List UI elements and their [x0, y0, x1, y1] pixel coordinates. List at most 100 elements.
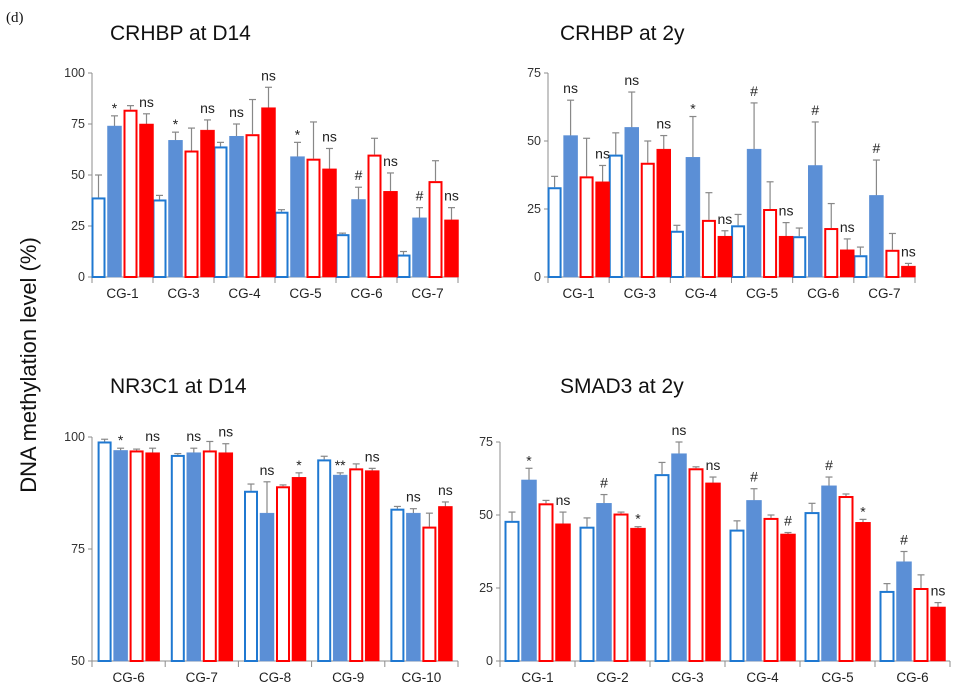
significance-label: * [295, 126, 301, 142]
x-tick-label: CG-4 [228, 286, 261, 301]
y-tick-label: 0 [78, 270, 85, 284]
bar-filled-red [595, 181, 610, 278]
bar-filled-red [778, 235, 794, 278]
bar-hollow-red [885, 249, 900, 279]
y-tick-label: 50 [527, 134, 541, 148]
chart-title: CRHBP at 2y [560, 22, 685, 45]
bar-hollow-blue [792, 236, 807, 278]
bar-filled-blue [671, 453, 687, 662]
bar-hollow-red [428, 181, 443, 278]
y-tick-label: 25 [71, 219, 85, 233]
bar-filled-red [705, 482, 721, 662]
y-tick-label: 25 [479, 581, 493, 595]
significance-label: * [112, 100, 118, 116]
significance-label: ns [145, 428, 160, 444]
significance-label: ns [365, 448, 380, 464]
shared-y-axis-label: DNA methylation level (%) [16, 237, 41, 493]
bar-hollow-red [538, 503, 554, 662]
significance-label: ns [438, 482, 453, 498]
significance-label: * [173, 116, 179, 132]
significance-label: ns [779, 203, 794, 219]
x-tick-label: CG-5 [821, 670, 853, 685]
bar-filled-blue [406, 512, 421, 662]
bar-filled-blue [746, 500, 762, 662]
x-tick-label: CG-5 [289, 286, 321, 301]
y-tick-label: 75 [71, 117, 85, 131]
bar-filled-red [261, 107, 276, 278]
x-tick-label: CG-3 [671, 670, 703, 685]
y-tick-label: 75 [527, 66, 541, 80]
x-tick-label: CG-1 [521, 670, 553, 685]
significance-label: ns [624, 72, 639, 88]
bar-hollow-blue [608, 154, 623, 279]
x-tick-label: CG-9 [332, 670, 364, 685]
significance-label: ns [656, 116, 671, 132]
bar-hollow-red [640, 162, 655, 278]
bar-hollow-red [367, 154, 382, 279]
y-tick-label: 75 [71, 542, 85, 556]
bar-filled-red [630, 527, 646, 662]
bar-filled-blue [521, 479, 537, 662]
x-tick-label: CG-4 [685, 286, 718, 301]
significance-label: ns [444, 188, 459, 204]
significance-label: ns [706, 457, 721, 473]
x-tick-label: CG-6 [896, 670, 928, 685]
bar-filled-blue [869, 195, 884, 278]
bar-hollow-blue [152, 199, 167, 278]
bar-filled-red [840, 249, 855, 278]
bar-filled-blue [168, 140, 183, 278]
y-tick-label: 50 [479, 508, 493, 522]
bar-filled-blue [412, 217, 427, 278]
bar-hollow-blue [729, 529, 745, 662]
bar-filled-red [656, 148, 671, 278]
significance-label: # [784, 513, 792, 529]
bar-filled-red [200, 129, 215, 278]
bar-filled-blue [113, 450, 128, 662]
bar-hollow-blue [669, 230, 684, 278]
significance-label: ns [563, 80, 578, 96]
x-tick-label: CG-6 [350, 286, 382, 301]
bar-hollow-blue [579, 526, 595, 662]
significance-label: ns [595, 145, 610, 161]
x-tick-label: CG-2 [596, 670, 628, 685]
bar-hollow-blue [396, 254, 411, 278]
significance-label: * [860, 503, 866, 519]
chart-smad3-2y: SMAD3 at 2y 0 25 50 75 CG-1 CG-2 CG-3 CG-4 CG-5 C… [479, 375, 951, 685]
bar-hollow-red [245, 134, 260, 278]
significance-label: ns [383, 153, 398, 169]
bar-hollow-blue [731, 225, 746, 279]
significance-label: ns [218, 424, 233, 440]
bar-hollow-blue [390, 508, 405, 662]
bar-filled-blue [746, 148, 762, 278]
bar-hollow-red [613, 513, 629, 662]
bar-hollow-blue [213, 146, 228, 278]
x-tick-label: CG-3 [167, 286, 199, 301]
significance-label: * [296, 457, 302, 473]
bar-hollow-red [913, 588, 929, 662]
significance-label: ns [718, 211, 733, 227]
bar-filled-blue [808, 165, 823, 278]
significance-label: ** [335, 457, 346, 473]
y-tick-label: 0 [486, 654, 493, 668]
bar-filled-blue [332, 474, 348, 662]
bar-filled-red [717, 235, 733, 278]
x-tick-label: CG-1 [106, 286, 138, 301]
bar-filled-blue [290, 156, 305, 278]
bar-hollow-blue [97, 441, 112, 663]
bar-filled-blue [596, 503, 612, 662]
x-tick-label: CG-7 [411, 286, 443, 301]
chart-crhbp-d14: CRHBP at D14 0 25 50 75 100 CG-1 CG-3 CG-4 CG-5 C… [64, 22, 459, 301]
significance-label: # [811, 102, 819, 118]
x-tick-label: CG-8 [259, 670, 291, 685]
bar-hollow-blue [879, 590, 895, 662]
significance-label: ns [556, 492, 571, 508]
bar-filled-red [383, 191, 398, 278]
chart-crhbp-2y: CRHBP at 2y 0 25 50 75 CG-1 CG-3 CG-4 CG-5 CG-6 C… [527, 22, 916, 301]
bar-filled-red [444, 219, 459, 278]
significance-label: # [873, 140, 881, 156]
x-tick-label: CG-6 [807, 286, 839, 301]
bar-filled-red [930, 606, 946, 662]
x-tick-label: CG-5 [746, 286, 778, 301]
bar-filled-blue [896, 561, 912, 662]
chart-title: SMAD3 at 2y [560, 375, 684, 398]
